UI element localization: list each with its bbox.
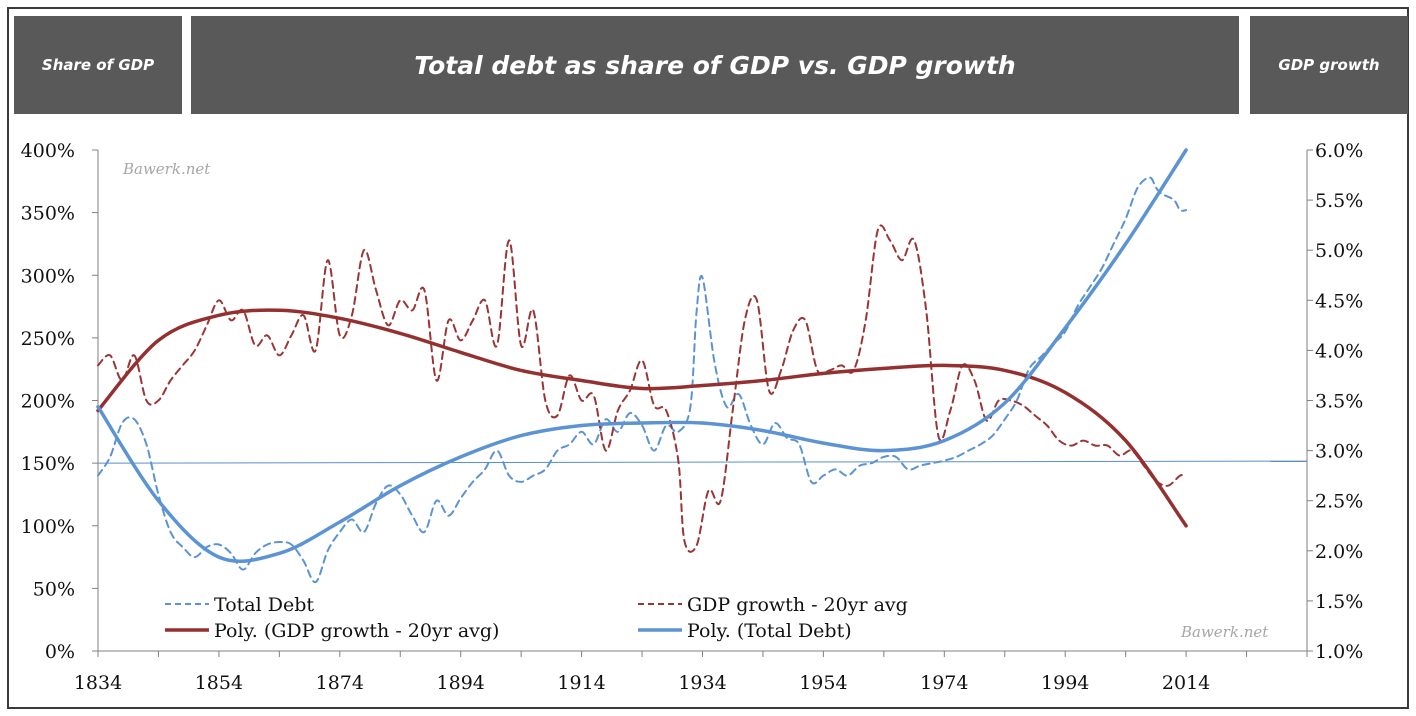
y-right-tick-label: 3.0% xyxy=(1315,441,1363,463)
x-tick-label: 1974 xyxy=(920,672,968,694)
y-left-tick-label: 300% xyxy=(21,265,75,287)
series-lines xyxy=(96,148,1188,584)
watermark-top: Bawerk.net xyxy=(122,160,211,178)
y-right-tick-label: 3.5% xyxy=(1315,391,1363,413)
legend-label-gdp-growth-trend-line: Poly. (GDP growth - 20yr avg) xyxy=(214,620,499,642)
total-debt-trend-line xyxy=(96,148,1188,564)
y-left-tick-label: 100% xyxy=(21,516,75,538)
legend-label-gdp-growth-line: GDP growth - 20yr avg xyxy=(687,594,908,616)
y-right-tick-label: 2.0% xyxy=(1315,541,1363,563)
y-left-tick-label: 350% xyxy=(21,203,75,225)
y-left-tick-label: 150% xyxy=(21,453,75,475)
y-right-tick-label: 6.0% xyxy=(1315,140,1363,162)
x-tick-label: 2014 xyxy=(1162,672,1210,694)
y-right-tick-label: 5.0% xyxy=(1315,240,1363,262)
x-tick-label: 1954 xyxy=(799,672,847,694)
reference-line-group xyxy=(97,460,1308,464)
y-right-tick-label: 4.0% xyxy=(1315,340,1363,362)
chart-title: Total debt as share of GDP vs. GDP growt… xyxy=(191,16,1239,114)
y-right-tick-label: 1.0% xyxy=(1315,641,1363,663)
right-axis-title: GDP growth xyxy=(1250,16,1408,114)
y-left-tick-label: 400% xyxy=(21,140,75,162)
left-axis-title: Share of GDP xyxy=(14,16,182,114)
y-right-tick-label: 4.5% xyxy=(1315,290,1363,312)
y-right-tick-label: 1.5% xyxy=(1315,591,1363,613)
y-left-tick-label: 0% xyxy=(45,641,75,663)
x-tick-label: 1834 xyxy=(74,672,122,694)
reference-line-150 xyxy=(97,460,1308,464)
x-tick-label: 1874 xyxy=(316,672,364,694)
total-debt-line xyxy=(97,176,1188,584)
gdp-growth-trend-line xyxy=(96,308,1188,528)
x-tick-label: 1934 xyxy=(678,672,726,694)
x-tick-label: 1994 xyxy=(1041,672,1089,694)
gdp-growth-line xyxy=(97,224,1188,553)
x-tick-label: 1894 xyxy=(437,672,485,694)
legend-label-total-debt-line: Total Debt xyxy=(214,594,314,616)
legend: Total Debt GDP growth - 20yr avg Poly. (GD… xyxy=(165,594,908,642)
legend-label-total-debt-trend-line: Poly. (Total Debt) xyxy=(687,620,852,642)
y-left-tick-label: 250% xyxy=(21,328,75,350)
watermark-bottom: Bawerk.net xyxy=(1180,623,1269,641)
y-left-tick-label: 50% xyxy=(33,578,75,600)
chart-frame xyxy=(7,7,1409,709)
x-tick-label: 1914 xyxy=(557,672,605,694)
axes xyxy=(92,149,1313,657)
y-right-tick-label: 2.5% xyxy=(1315,491,1363,513)
y-left-tick-label: 200% xyxy=(21,391,75,413)
x-tick-label: 1854 xyxy=(195,672,243,694)
tick-labels: 0% 50% 100% 150% 200% 250% 300% 350% 400% 1.0% 1.5… xyxy=(21,140,1364,694)
y-right-tick-label: 5.5% xyxy=(1315,190,1363,212)
